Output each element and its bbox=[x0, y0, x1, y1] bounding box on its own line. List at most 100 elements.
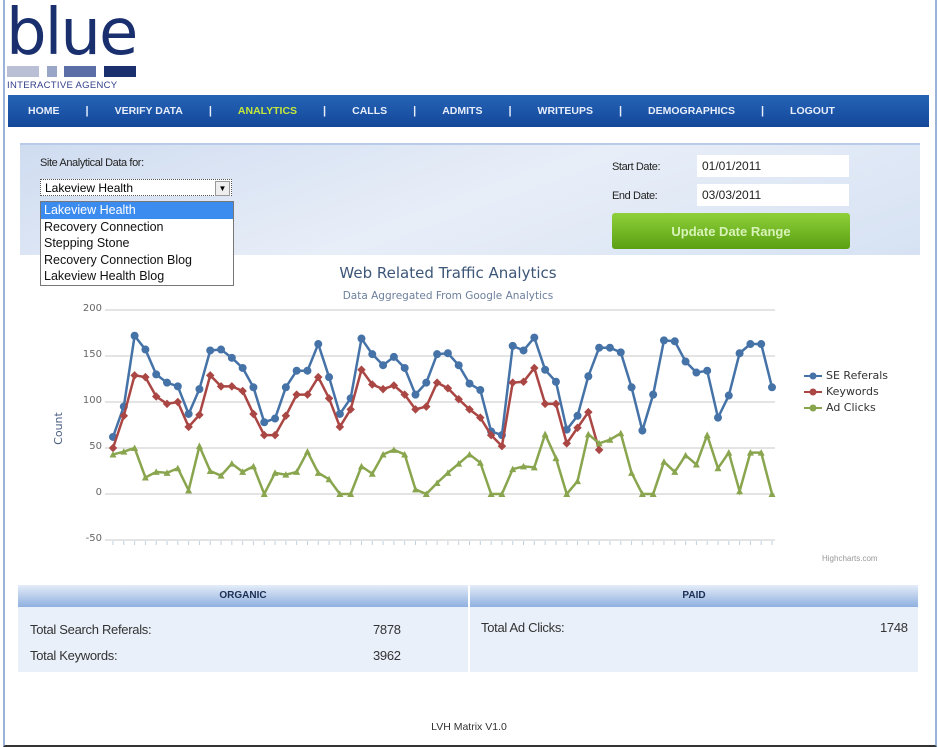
point-se-referals[interactable] bbox=[249, 383, 258, 392]
point-se-referals[interactable] bbox=[649, 390, 658, 399]
point-se-referals[interactable] bbox=[206, 346, 215, 355]
point-se-referals[interactable] bbox=[400, 363, 409, 372]
site-select[interactable]: Lakeview Health ▼ bbox=[40, 179, 232, 196]
point-keywords[interactable] bbox=[465, 405, 474, 414]
point-keywords[interactable] bbox=[378, 384, 388, 394]
point-se-referals[interactable] bbox=[638, 426, 647, 435]
point-ad-clicks[interactable] bbox=[649, 490, 657, 498]
point-se-referals[interactable] bbox=[433, 350, 442, 359]
point-ad-clicks[interactable] bbox=[638, 490, 646, 498]
point-ad-clicks[interactable] bbox=[628, 469, 636, 476]
point-keywords[interactable] bbox=[368, 380, 377, 389]
point-ad-clicks[interactable] bbox=[120, 448, 128, 455]
point-ad-clicks[interactable] bbox=[520, 462, 528, 470]
point-keywords[interactable] bbox=[411, 405, 420, 414]
point-se-referals[interactable] bbox=[443, 349, 452, 358]
point-se-referals[interactable] bbox=[303, 366, 312, 375]
point-se-referals[interactable] bbox=[195, 385, 204, 394]
point-se-referals[interactable] bbox=[130, 331, 139, 340]
end-date-input[interactable] bbox=[697, 184, 849, 206]
point-ad-clicks[interactable] bbox=[336, 490, 344, 498]
point-ad-clicks[interactable] bbox=[584, 430, 592, 438]
point-ad-clicks[interactable] bbox=[206, 467, 214, 475]
point-ad-clicks[interactable] bbox=[131, 444, 139, 452]
point-se-referals[interactable] bbox=[476, 386, 485, 395]
point-ad-clicks[interactable] bbox=[239, 468, 247, 475]
point-ad-clicks[interactable] bbox=[195, 442, 203, 450]
chevron-down-icon[interactable]: ▼ bbox=[215, 181, 230, 196]
point-ad-clicks[interactable] bbox=[217, 472, 225, 479]
nav-home[interactable]: HOME bbox=[28, 105, 60, 117]
point-keywords[interactable] bbox=[108, 443, 118, 453]
point-se-referals[interactable] bbox=[530, 333, 539, 342]
point-ad-clicks[interactable] bbox=[368, 470, 376, 477]
point-keywords[interactable] bbox=[205, 371, 215, 380]
point-se-referals[interactable] bbox=[735, 349, 744, 358]
point-ad-clicks[interactable] bbox=[163, 469, 171, 476]
point-ad-clicks[interactable] bbox=[185, 486, 193, 494]
point-keywords[interactable] bbox=[216, 382, 226, 391]
point-ad-clicks[interactable] bbox=[444, 469, 452, 476]
point-ad-clicks[interactable] bbox=[606, 436, 614, 443]
point-se-referals[interactable] bbox=[335, 409, 344, 418]
point-ad-clicks[interactable] bbox=[455, 460, 463, 467]
point-keywords[interactable] bbox=[508, 378, 517, 387]
point-keywords[interactable] bbox=[519, 377, 528, 387]
point-se-referals[interactable] bbox=[768, 383, 776, 392]
point-keywords[interactable] bbox=[270, 430, 280, 440]
point-keywords[interactable] bbox=[335, 422, 345, 432]
point-se-referals[interactable] bbox=[541, 365, 550, 374]
point-ad-clicks[interactable] bbox=[725, 449, 733, 456]
point-keywords[interactable] bbox=[497, 441, 507, 451]
point-keywords[interactable] bbox=[573, 423, 582, 433]
point-ad-clicks[interactable] bbox=[260, 490, 268, 498]
point-keywords[interactable] bbox=[227, 382, 237, 391]
point-ad-clicks[interactable] bbox=[714, 464, 722, 472]
point-keywords[interactable] bbox=[540, 399, 550, 409]
point-se-referals[interactable] bbox=[357, 334, 366, 343]
point-se-referals[interactable] bbox=[703, 366, 712, 375]
point-keywords[interactable] bbox=[476, 413, 485, 422]
point-keywords[interactable] bbox=[162, 399, 172, 409]
point-ad-clicks[interactable] bbox=[325, 475, 333, 483]
point-se-referals[interactable] bbox=[724, 391, 733, 400]
site-option[interactable]: Lakeview Health Blog bbox=[44, 269, 165, 283]
point-keywords[interactable] bbox=[281, 411, 291, 421]
start-date-input[interactable] bbox=[697, 155, 849, 177]
point-keywords[interactable] bbox=[130, 371, 139, 380]
point-keywords[interactable] bbox=[141, 372, 150, 382]
point-se-referals[interactable] bbox=[584, 372, 593, 381]
point-se-referals[interactable] bbox=[605, 343, 614, 352]
point-se-referals[interactable] bbox=[670, 337, 679, 346]
nav-verify-data[interactable]: VERIFY DATA bbox=[114, 105, 183, 117]
nav-calls[interactable]: CALLS bbox=[352, 105, 388, 117]
site-option[interactable]: Lakeview Health bbox=[41, 202, 233, 219]
nav-writeups[interactable]: WRITEUPS bbox=[537, 105, 593, 117]
point-ad-clicks[interactable] bbox=[563, 490, 571, 498]
point-ad-clicks[interactable] bbox=[379, 450, 387, 458]
point-se-referals[interactable] bbox=[519, 346, 528, 355]
point-ad-clicks[interactable] bbox=[541, 430, 549, 438]
point-se-referals[interactable] bbox=[627, 383, 636, 392]
point-se-referals[interactable] bbox=[368, 350, 377, 359]
point-ad-clicks[interactable] bbox=[152, 468, 160, 475]
point-keywords[interactable] bbox=[584, 407, 593, 417]
point-ad-clicks[interactable] bbox=[303, 448, 311, 455]
point-ad-clicks[interactable] bbox=[293, 468, 301, 475]
point-se-referals[interactable] bbox=[713, 413, 722, 422]
point-ad-clicks[interactable] bbox=[682, 451, 690, 459]
point-keywords[interactable] bbox=[432, 378, 442, 387]
point-keywords[interactable] bbox=[346, 405, 355, 414]
point-ad-clicks[interactable] bbox=[271, 469, 279, 476]
point-keywords[interactable] bbox=[551, 399, 561, 409]
point-keywords[interactable] bbox=[324, 394, 334, 403]
point-se-referals[interactable] bbox=[573, 411, 582, 420]
point-keywords[interactable] bbox=[303, 390, 312, 399]
site-option[interactable]: Recovery Connection Blog bbox=[44, 252, 192, 267]
point-ad-clicks[interactable] bbox=[671, 468, 679, 475]
point-ad-clicks[interactable] bbox=[109, 450, 117, 458]
point-keywords[interactable] bbox=[389, 381, 399, 390]
point-ad-clicks[interactable] bbox=[617, 429, 625, 437]
point-ad-clicks[interactable] bbox=[282, 471, 290, 478]
point-ad-clicks[interactable] bbox=[422, 490, 430, 498]
